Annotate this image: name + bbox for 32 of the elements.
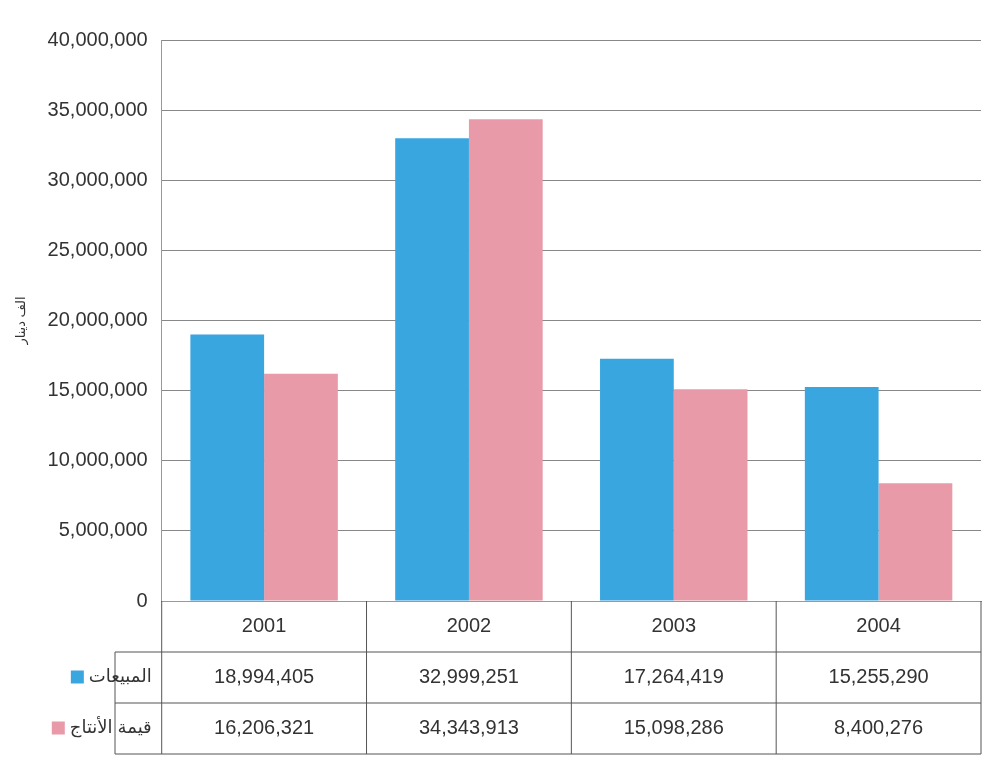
bar — [804, 387, 879, 601]
y-tick-label: 20,000,000 — [47, 308, 148, 331]
bar — [395, 138, 469, 601]
bar — [878, 483, 953, 601]
data-label: 15,255,290 — [828, 665, 929, 688]
y-axis-title: الف دينار — [13, 296, 30, 346]
x-tick-label: 2003 — [651, 614, 697, 637]
y-tick-label: 15,000,000 — [47, 378, 148, 401]
y-tick-label: 5,000,000 — [58, 518, 148, 541]
bar — [190, 334, 265, 601]
bar — [673, 389, 748, 601]
y-tick-label: 35,000,000 — [47, 97, 148, 120]
y-tick-label: 25,000,000 — [47, 237, 148, 260]
y-tick-label: 30,000,000 — [47, 167, 148, 190]
data-label: 18,994,405 — [214, 665, 315, 688]
data-label: 15,098,286 — [623, 716, 724, 739]
x-tick-label: 2002 — [446, 614, 492, 637]
data-label: 17,264,419 — [623, 665, 724, 688]
bar — [468, 119, 543, 601]
data-label: 34,343,913 — [418, 716, 519, 739]
data-label: 32,999,251 — [418, 665, 519, 688]
x-tick-label: 2001 — [241, 614, 287, 637]
bar — [600, 358, 674, 601]
data-label: 16,206,321 — [214, 716, 315, 739]
legend-label: قيمة الأنتاج — [69, 716, 152, 739]
y-tick-label: 10,000,000 — [47, 448, 148, 471]
legend-label: المبيعات — [88, 666, 152, 687]
y-tick-label: 0 — [136, 588, 148, 611]
x-tick-label: 2004 — [856, 614, 901, 637]
bar — [264, 373, 338, 601]
data-label: 8,400,276 — [834, 716, 924, 739]
y-tick-label: 40,000,000 — [47, 27, 148, 50]
